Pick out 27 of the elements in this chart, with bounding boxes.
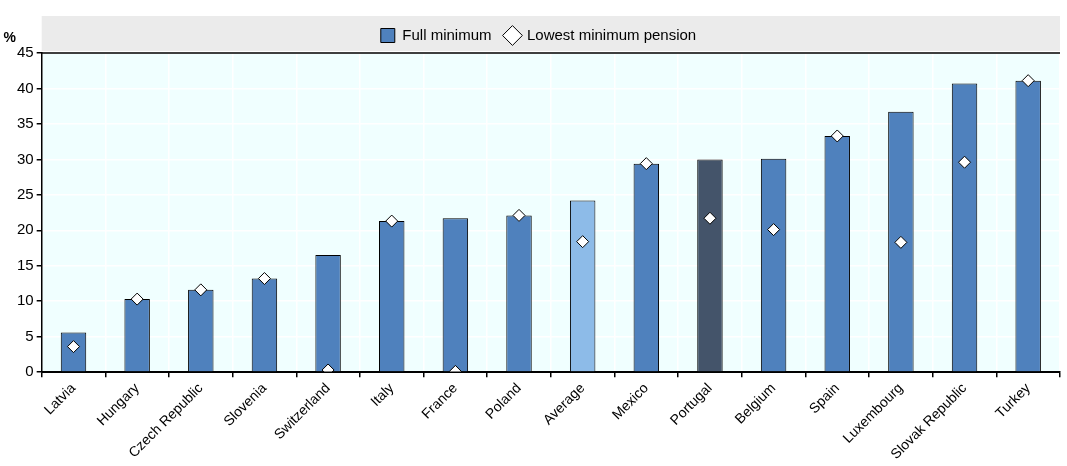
x-tick-label: Italy: [367, 379, 397, 410]
y-tick-label: 40: [17, 78, 34, 96]
y-tick-label: 45: [17, 43, 34, 61]
point: [894, 235, 908, 249]
point: [958, 155, 972, 169]
point: [194, 283, 208, 297]
point: [512, 208, 526, 222]
y-tick-label: 25: [17, 184, 34, 202]
point: [576, 235, 590, 249]
point: [830, 129, 844, 143]
y-tick-label: 5: [25, 326, 34, 344]
point: [703, 211, 717, 225]
point: [130, 292, 144, 306]
y-tick-label: 0: [25, 362, 34, 380]
y-tick-label: 10: [17, 291, 34, 309]
y-tick-label: 30: [17, 149, 34, 167]
point: [385, 214, 399, 228]
point: [1021, 74, 1035, 88]
legend-label: Full minimum: [402, 25, 492, 43]
y-tick-label: 35: [17, 114, 34, 132]
legend-label: Lowest minimum pension: [526, 25, 697, 43]
point: [639, 157, 653, 171]
y-tick-label: 15: [17, 255, 34, 273]
point: [767, 223, 781, 237]
point: [257, 272, 271, 286]
y-axis-title: %: [3, 28, 17, 45]
y-tick-label: 20: [17, 220, 34, 238]
